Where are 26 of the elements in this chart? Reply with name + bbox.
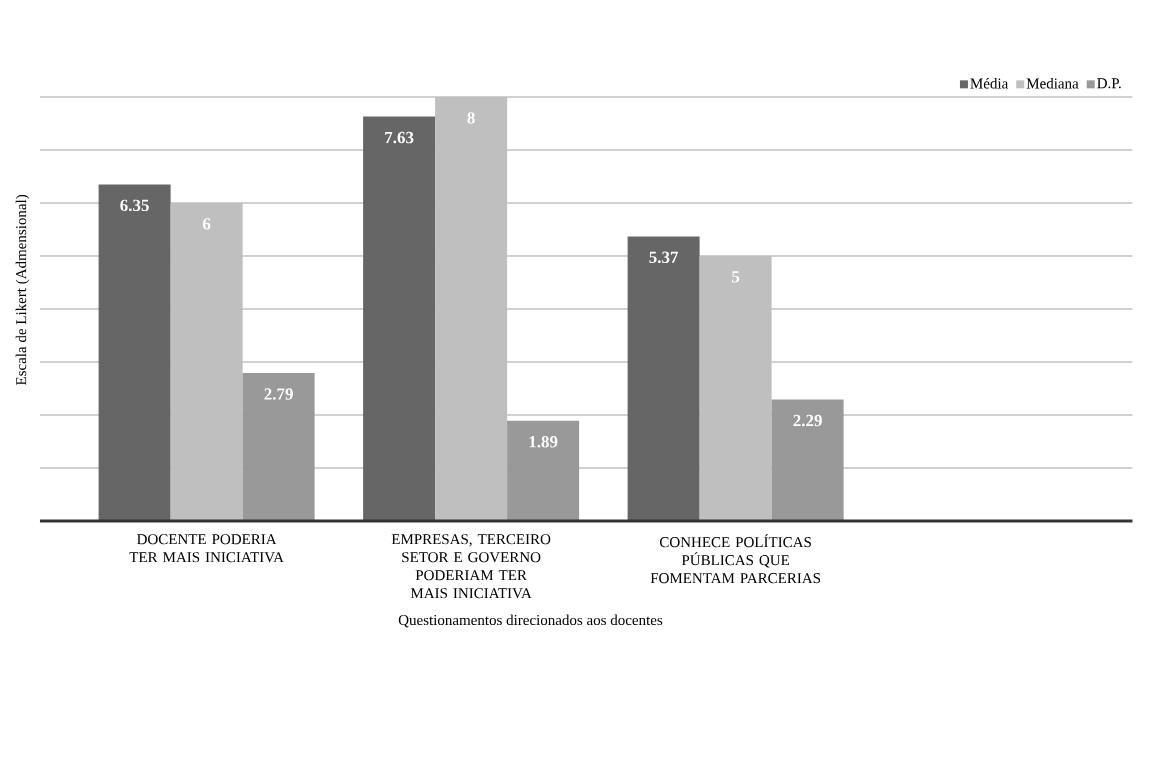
bar <box>435 96 508 521</box>
x-tick-label: CONHECE POLÍTICAS PÚBLICAS QUE FOMENTAM PARCERIAS <box>650 534 821 584</box>
data-label: 2.29 <box>793 414 822 427</box>
bar <box>170 202 243 521</box>
bar <box>98 184 171 521</box>
y-axis-title: Escala de Likert (Admensional) <box>15 194 30 386</box>
bar <box>699 255 772 521</box>
data-label: 7.63 <box>385 131 414 144</box>
bar <box>242 373 315 521</box>
x-tick-label: EMPRESAS, TERCEIRO SETOR E GOVERNO PODERIAM TER MAIS INICIATIVA <box>391 534 551 599</box>
legend-label: Média <box>970 77 1009 89</box>
data-label: 5 <box>732 271 740 283</box>
bar <box>363 116 436 521</box>
x-axis-title: Questionamentos direcionados aos docentes <box>398 614 663 628</box>
bar <box>507 420 580 521</box>
bar <box>627 236 700 521</box>
legend-label: Mediana <box>1026 78 1079 89</box>
data-label: 5.37 <box>649 251 679 264</box>
data-label: 2.79 <box>264 388 293 400</box>
bar <box>771 399 844 521</box>
x-tick-label: DOCENTE PODERIA TER MAIS INICIATIVA <box>129 534 284 563</box>
data-label: 1.89 <box>529 436 558 448</box>
data-label: 6.35 <box>120 199 149 212</box>
data-label: 6 <box>202 218 211 230</box>
data-label: 8 <box>467 112 475 124</box>
legend-label: D.P. <box>1097 78 1121 89</box>
